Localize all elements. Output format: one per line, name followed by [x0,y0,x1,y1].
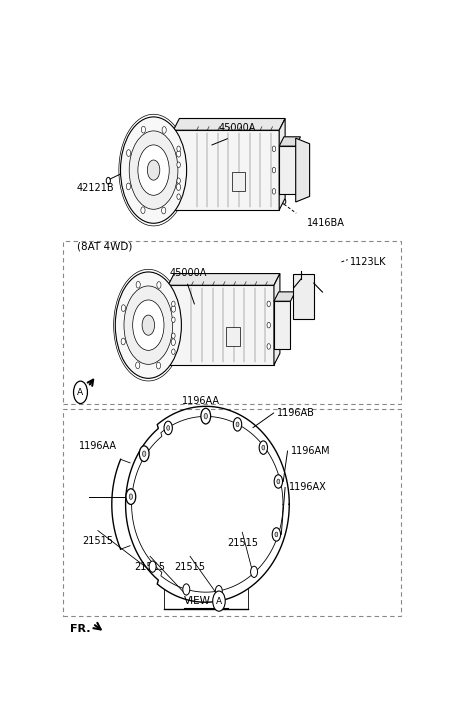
Bar [232,172,246,191]
Circle shape [275,532,278,537]
Circle shape [129,494,132,499]
Circle shape [213,591,225,611]
Text: 1196AX: 1196AX [289,483,326,492]
Circle shape [149,561,156,572]
Circle shape [204,414,207,419]
Text: 42121B: 42121B [77,183,114,193]
Circle shape [138,145,169,196]
Circle shape [201,409,211,424]
Circle shape [272,146,276,152]
Circle shape [176,150,181,157]
Circle shape [156,362,161,369]
Circle shape [177,194,180,199]
Text: 45000A: 45000A [218,123,256,133]
Circle shape [120,117,187,223]
Circle shape [172,349,175,355]
Circle shape [172,317,175,323]
Bar [63,409,401,616]
Text: 21515: 21515 [82,537,114,546]
Circle shape [167,425,170,430]
Circle shape [183,584,190,595]
Text: A: A [77,387,84,397]
Circle shape [282,198,286,204]
Circle shape [236,422,239,427]
Circle shape [176,184,180,190]
Circle shape [177,146,180,152]
Text: 1196AM: 1196AM [291,446,330,456]
Polygon shape [279,119,285,210]
Polygon shape [274,292,295,301]
Circle shape [142,451,146,457]
FancyBboxPatch shape [173,130,279,210]
Circle shape [216,585,222,597]
Circle shape [121,338,125,345]
Text: FR.: FR. [70,624,91,634]
Circle shape [177,162,180,167]
Circle shape [272,188,276,194]
Circle shape [267,322,270,328]
Circle shape [267,301,270,307]
Circle shape [233,417,242,431]
Circle shape [172,301,175,307]
FancyBboxPatch shape [274,301,291,349]
Circle shape [136,362,140,369]
Bar [63,241,401,403]
Circle shape [277,479,280,483]
Circle shape [127,150,131,156]
Circle shape [172,333,175,339]
Text: 1416BA: 1416BA [307,217,344,228]
Polygon shape [296,138,310,202]
Circle shape [162,126,166,133]
Circle shape [126,489,136,505]
Circle shape [129,131,178,209]
Circle shape [139,446,149,462]
Circle shape [267,344,270,349]
Circle shape [147,160,160,180]
Polygon shape [168,273,280,285]
Circle shape [121,305,125,311]
Circle shape [272,167,276,173]
Circle shape [177,178,180,183]
Circle shape [106,177,110,184]
Circle shape [162,207,166,214]
Circle shape [124,286,173,364]
Text: 1196AA: 1196AA [181,396,220,406]
Circle shape [141,126,145,133]
Circle shape [126,183,131,190]
Circle shape [142,315,154,335]
Text: A: A [216,597,222,606]
Circle shape [157,281,161,289]
Text: 1196AA: 1196AA [79,441,117,451]
Circle shape [133,300,164,350]
Bar [226,327,240,347]
Text: 21515: 21515 [227,538,258,548]
FancyBboxPatch shape [168,285,274,365]
Text: 45000A: 45000A [170,268,207,278]
Circle shape [262,445,265,450]
Circle shape [272,528,281,541]
Text: VIEW: VIEW [184,596,211,606]
Circle shape [251,566,258,577]
Polygon shape [274,273,280,365]
Bar [293,274,314,319]
Circle shape [274,475,282,489]
FancyBboxPatch shape [279,146,296,194]
Circle shape [115,272,181,378]
Text: 21515: 21515 [175,562,206,572]
Polygon shape [279,137,300,146]
Circle shape [171,339,176,345]
Text: (8AT 4WD): (8AT 4WD) [77,242,132,252]
Circle shape [141,207,145,214]
Circle shape [136,281,140,288]
Circle shape [74,381,88,403]
Circle shape [259,441,268,454]
Text: 1196AB: 1196AB [277,408,315,418]
Text: 1123LK: 1123LK [350,257,387,268]
Polygon shape [173,119,285,130]
Text: 21515: 21515 [135,562,166,572]
Circle shape [164,421,172,435]
Circle shape [172,305,176,312]
